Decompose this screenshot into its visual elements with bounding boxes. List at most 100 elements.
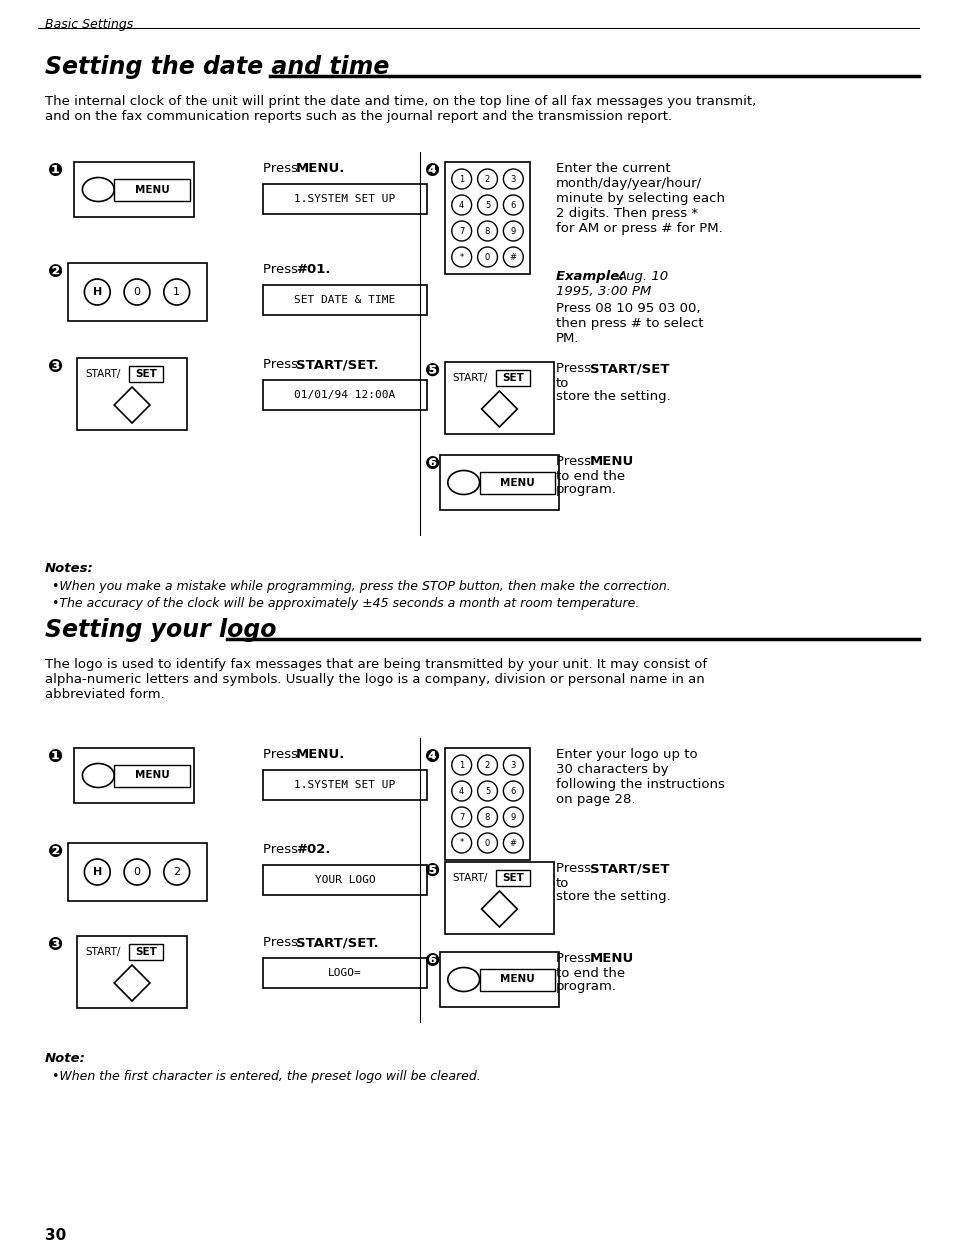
Text: SET: SET	[135, 368, 156, 378]
Text: 0: 0	[133, 867, 140, 877]
Text: Aug. 10: Aug. 10	[617, 269, 668, 283]
Text: START/SET.: START/SET.	[295, 936, 378, 949]
Bar	[263, 959, 427, 989]
Text: Setting your logo: Setting your logo	[45, 618, 275, 642]
Bar	[77, 358, 187, 430]
Text: 5: 5	[484, 787, 490, 796]
Text: 4: 4	[458, 200, 464, 209]
Text: 1: 1	[173, 287, 180, 297]
Text: SET: SET	[502, 373, 524, 383]
Text: MENU.: MENU.	[295, 162, 345, 175]
Bar	[68, 843, 206, 901]
Text: ❺: ❺	[424, 862, 439, 880]
Text: H: H	[92, 867, 102, 877]
Text: program.: program.	[556, 482, 617, 496]
Bar	[263, 284, 427, 315]
Text: 0: 0	[133, 287, 140, 297]
Text: Press: Press	[556, 362, 595, 375]
Text: 1: 1	[458, 174, 464, 183]
Text: MENU: MENU	[134, 771, 169, 781]
Text: Enter the current
month/day/year/hour/
minute by selecting each
2 digits. Then p: Enter the current month/day/year/hour/ m…	[556, 162, 724, 236]
Text: 1.SYSTEM SET UP: 1.SYSTEM SET UP	[294, 781, 395, 789]
Text: Note:: Note:	[45, 1053, 86, 1065]
Text: 1995, 3:00 PM: 1995, 3:00 PM	[556, 284, 651, 298]
Text: ❸: ❸	[48, 358, 63, 376]
Bar	[68, 263, 206, 321]
Text: H: H	[92, 287, 102, 297]
Text: SET: SET	[135, 947, 156, 957]
Text: Press: Press	[556, 455, 595, 469]
Bar	[444, 862, 554, 933]
Text: YOUR LOGO: YOUR LOGO	[314, 875, 375, 885]
Text: 2: 2	[484, 761, 490, 769]
Text: MENU: MENU	[134, 184, 169, 194]
Text: 9: 9	[510, 812, 516, 822]
Text: Press: Press	[263, 358, 302, 371]
Text: START/: START/	[86, 368, 121, 378]
Bar	[77, 936, 187, 1007]
Bar	[496, 870, 530, 886]
Text: *: *	[459, 838, 463, 847]
Text: The logo is used to identify fax messages that are being transmitted by your uni: The logo is used to identify fax message…	[45, 658, 706, 700]
Text: Enter your logo up to
30 characters by
following the instructions
on page 28.: Enter your logo up to 30 characters by f…	[556, 748, 724, 806]
Text: START/SET.: START/SET.	[295, 358, 378, 371]
Text: 2: 2	[173, 867, 180, 877]
Text: START/: START/	[453, 373, 488, 383]
Text: Basic Settings: Basic Settings	[45, 18, 132, 31]
Text: *: *	[459, 253, 463, 262]
Text: MENU: MENU	[589, 952, 634, 965]
Bar	[263, 865, 427, 895]
Bar	[444, 162, 530, 274]
Text: Example:: Example:	[556, 269, 628, 283]
Text: Press: Press	[263, 162, 302, 175]
Text: •When the first character is entered, the preset logo will be cleared.: •When the first character is entered, th…	[51, 1070, 480, 1083]
Text: ❹: ❹	[424, 162, 439, 180]
Text: START/SET: START/SET	[589, 362, 669, 375]
Text: ❻: ❻	[424, 952, 439, 970]
Text: 7: 7	[458, 227, 464, 236]
Text: MENU: MENU	[499, 975, 534, 985]
Text: 4: 4	[458, 787, 464, 796]
Text: Press: Press	[263, 936, 302, 949]
Bar	[444, 362, 554, 434]
Bar	[74, 748, 193, 803]
Text: program.: program.	[556, 980, 617, 992]
Text: 2: 2	[484, 174, 490, 183]
Text: store the setting.: store the setting.	[556, 890, 670, 903]
Text: 6: 6	[510, 787, 516, 796]
Text: 3: 3	[510, 174, 516, 183]
Bar	[129, 944, 163, 960]
Text: START/SET: START/SET	[589, 862, 669, 875]
Bar	[263, 184, 427, 214]
Text: ❷: ❷	[48, 843, 63, 861]
Bar	[444, 748, 530, 860]
Text: Setting the date and time: Setting the date and time	[45, 55, 389, 79]
Text: store the setting.: store the setting.	[556, 390, 670, 403]
Text: Press: Press	[263, 263, 302, 276]
Text: The internal clock of the unit will print the date and time, on the top line of : The internal clock of the unit will prin…	[45, 95, 755, 123]
Text: START/: START/	[86, 947, 121, 957]
Text: 8: 8	[484, 812, 490, 822]
Bar	[263, 380, 427, 410]
Text: ❷: ❷	[48, 263, 63, 281]
Text: 3: 3	[510, 761, 516, 769]
Text: 01/01/94 12:00A: 01/01/94 12:00A	[294, 390, 395, 400]
Text: 0: 0	[484, 838, 490, 847]
Text: 8: 8	[484, 227, 490, 236]
Bar	[74, 162, 193, 217]
Text: ❺: ❺	[424, 362, 439, 380]
Text: Press 08 10 95 03 00,
then press # to select
PM.: Press 08 10 95 03 00, then press # to se…	[556, 302, 702, 345]
Text: #02.: #02.	[295, 843, 330, 856]
Text: to end the: to end the	[556, 967, 624, 980]
Text: to: to	[556, 377, 569, 390]
Bar	[263, 771, 427, 799]
Bar	[114, 764, 190, 787]
Text: Notes:: Notes:	[45, 563, 93, 575]
Text: ❶: ❶	[48, 162, 63, 180]
Text: MENU: MENU	[589, 455, 634, 469]
Bar	[114, 178, 190, 200]
Text: 6: 6	[510, 200, 516, 209]
Text: ❻: ❻	[424, 455, 439, 472]
Text: Press: Press	[263, 748, 302, 761]
Text: to: to	[556, 877, 569, 890]
